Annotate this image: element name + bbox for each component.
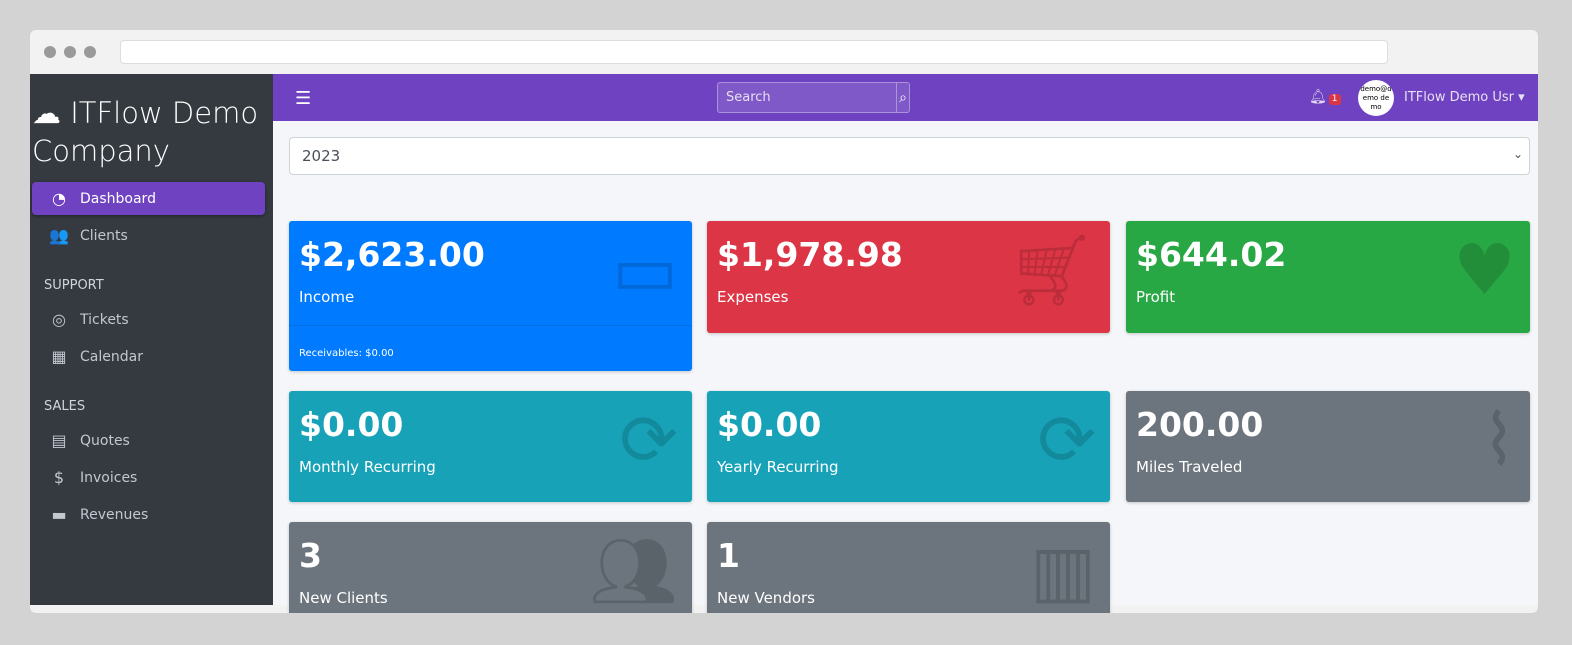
file-icon: ▤: [51, 431, 67, 450]
users-icon: 👥: [49, 226, 69, 245]
route-icon: ⌇: [1481, 399, 1516, 481]
sidebar-item-dashboard[interactable]: ◔ Dashboard: [32, 182, 265, 215]
top-navbar: ☰ ⌕ 🔔︎ 1 demo@demo demo ITFlow Demo Usr …: [273, 74, 1538, 121]
stat-card-monthly-recurring[interactable]: $0.00 Monthly Recurring ⟳: [289, 391, 692, 502]
address-bar[interactable]: [120, 40, 1388, 64]
cloud-icon: ☁: [32, 96, 61, 130]
calendar-icon: ▦: [51, 347, 67, 366]
stat-value: $0.00: [299, 405, 404, 444]
sync-icon: ⟳: [1037, 399, 1096, 481]
menu-toggle-icon[interactable]: ☰: [295, 88, 312, 109]
stat-label: Miles Traveled: [1136, 458, 1243, 476]
sidebar-item-tickets[interactable]: ◎ Tickets: [32, 303, 265, 336]
search-input[interactable]: [718, 83, 896, 112]
stat-value: 1: [717, 536, 740, 575]
tachometer-icon: ◔: [52, 189, 66, 208]
heart-icon: ♥: [1453, 229, 1516, 311]
avatar[interactable]: demo@demo demo: [1358, 80, 1394, 116]
stat-value: $1,978.98: [717, 235, 903, 274]
users-icon: 👥︎: [589, 530, 678, 612]
stat-card-income[interactable]: $2,623.00 Income ▭ Receivables: $0.00: [289, 221, 692, 371]
stat-label: Monthly Recurring: [299, 458, 436, 476]
caret-down-icon: ▾: [1518, 90, 1525, 105]
notifications-button[interactable]: 🔔︎ 1: [1309, 89, 1341, 105]
search-form: ⌕: [717, 82, 910, 113]
stat-value: $0.00: [717, 405, 822, 444]
search-icon: ⌕: [899, 89, 907, 106]
year-select[interactable]: 2023 ⌄: [289, 137, 1530, 175]
sidebar-item-calendar[interactable]: ▦ Calendar: [32, 340, 265, 373]
stat-value: $644.02: [1136, 235, 1287, 274]
building-icon: ▥: [1029, 530, 1096, 612]
sidebar-item-clients[interactable]: 👥 Clients: [49, 226, 128, 245]
stat-value: $2,623.00: [299, 235, 485, 274]
bell-icon: 🔔︎: [1309, 89, 1327, 105]
stat-card-expenses[interactable]: $1,978.98 Expenses 🛒︎: [707, 221, 1110, 333]
stat-label: New Clients: [299, 589, 388, 607]
stat-card-yearly-recurring[interactable]: $0.00 Yearly Recurring ⟳: [707, 391, 1110, 502]
stat-footer: Receivables: $0.00: [289, 325, 692, 371]
user-menu[interactable]: ITFlow Demo Usr ▾: [1404, 90, 1525, 105]
credit-card-icon: ▭: [611, 229, 678, 311]
window-controls: [44, 46, 96, 58]
brand[interactable]: ☁ ITFlow Demo Company: [32, 96, 259, 168]
stat-card-profit[interactable]: $644.02 Profit ♥: [1126, 221, 1530, 333]
stat-label: Expenses: [717, 288, 789, 306]
credit-card-icon: ▬: [51, 505, 67, 524]
life-ring-icon: ◎: [52, 310, 66, 329]
search-button[interactable]: ⌕: [896, 83, 909, 112]
stat-label: Income: [299, 288, 355, 306]
browser-window: ☁ ITFlow Demo Company ◔ Dashboard 👥 Client…: [30, 30, 1538, 613]
stat-card-new-clients[interactable]: 3 New Clients 👥︎: [289, 522, 692, 613]
sidebar-item-invoices[interactable]: $ Invoices: [32, 461, 265, 494]
stat-value: 200.00: [1136, 405, 1264, 444]
shopping-cart-icon: 🛒︎: [1007, 229, 1096, 311]
stat-label: Yearly Recurring: [717, 458, 839, 476]
notification-badge: 1: [1328, 93, 1341, 105]
stat-card-new-vendors[interactable]: 1 New Vendors ▥: [707, 522, 1110, 613]
section-header-support: SUPPORT: [44, 278, 104, 293]
stat-value: 3: [299, 536, 322, 575]
chevron-down-icon: ⌄: [1512, 147, 1523, 161]
sidebar-item-revenues[interactable]: ▬ Revenues: [32, 498, 265, 531]
stat-label: Profit: [1136, 288, 1176, 306]
sidebar: ☁ ITFlow Demo Company ◔ Dashboard 👥 Client…: [30, 74, 273, 605]
file-invoice-dollar-icon: $: [53, 468, 65, 487]
sidebar-item-quotes[interactable]: ▤ Quotes: [32, 424, 265, 457]
sync-icon: ⟳: [619, 399, 678, 481]
section-header-sales: SALES: [44, 399, 86, 414]
stat-label: New Vendors: [717, 589, 815, 607]
main-content: 2023 ⌄ $2,623.00 Income ▭ Receivables: $0.…: [273, 121, 1538, 613]
stat-card-miles-traveled[interactable]: 200.00 Miles Traveled ⌇: [1126, 391, 1530, 502]
